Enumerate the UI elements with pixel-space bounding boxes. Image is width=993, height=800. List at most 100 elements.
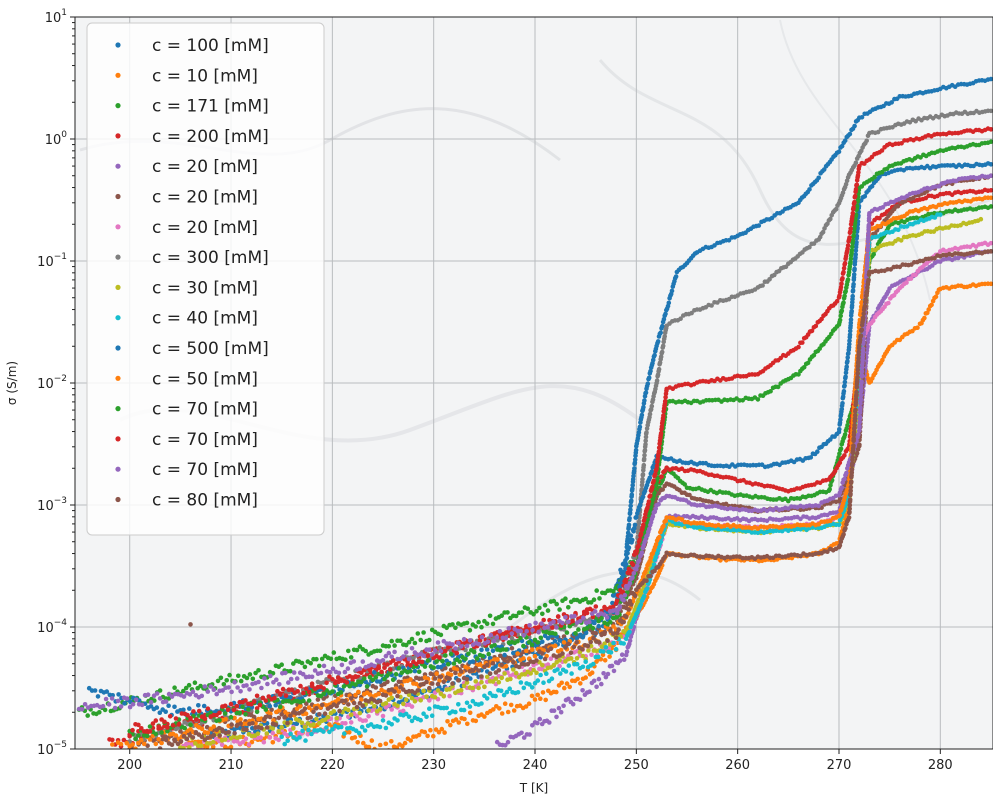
data-point: [339, 724, 344, 730]
data-point: [871, 252, 876, 257]
data-point: [486, 651, 492, 657]
data-point: [554, 714, 559, 720]
data-point: [172, 685, 177, 690]
data-point: [373, 685, 379, 690]
data-point: [406, 639, 412, 645]
data-point: [196, 703, 201, 708]
data-point: [470, 685, 476, 691]
data-point: [276, 729, 282, 734]
data-point: [380, 713, 386, 719]
data-point: [597, 596, 602, 601]
data-point: [886, 300, 891, 306]
data-point: [181, 688, 186, 694]
data-point: [314, 716, 319, 722]
data-point: [673, 274, 679, 279]
data-point: [427, 706, 432, 711]
data-point: [416, 732, 422, 738]
data-point: [425, 733, 430, 739]
data-point: [217, 718, 222, 723]
data-point: [644, 430, 649, 435]
data-point: [482, 714, 487, 719]
data-point: [652, 352, 657, 358]
data-point: [421, 688, 426, 694]
data-point: [842, 432, 848, 437]
data-point: [591, 661, 596, 667]
data-point: [246, 742, 252, 747]
data-point: [479, 624, 484, 630]
data-point: [210, 740, 216, 745]
data-point: [409, 704, 415, 709]
data-point: [330, 689, 335, 694]
data-point: [215, 678, 221, 684]
data-point: [535, 720, 540, 726]
data-point: [156, 737, 161, 742]
data-point: [525, 606, 531, 611]
data-point: [646, 375, 652, 381]
data-point: [422, 729, 428, 735]
data-point: [130, 742, 135, 747]
data-point: [842, 453, 847, 458]
data-point: [880, 357, 885, 363]
data-point: [331, 709, 337, 714]
data-point: [473, 718, 479, 724]
data-point: [464, 700, 470, 706]
data-point: [529, 647, 535, 652]
data-point: [412, 668, 418, 674]
data-point: [594, 588, 599, 593]
data-point: [192, 680, 198, 685]
data-point: [551, 598, 557, 604]
data-point: [221, 682, 227, 687]
data-point: [297, 704, 303, 709]
data-point: [630, 537, 635, 543]
data-point: [490, 648, 496, 654]
data-point: [461, 707, 467, 713]
data-point: [591, 678, 597, 684]
data-point: [538, 635, 544, 641]
data-point: [311, 722, 316, 727]
data-point: [377, 724, 383, 730]
data-point: [574, 661, 580, 667]
data-point: [632, 522, 638, 528]
data-point: [415, 631, 421, 636]
data-point: [827, 487, 832, 492]
data-point: [623, 561, 629, 567]
data-point: [254, 706, 260, 711]
data-point: [988, 204, 993, 209]
data-point: [621, 641, 626, 646]
data-point: [480, 653, 486, 659]
data-point: [484, 696, 490, 701]
data-point: [527, 732, 532, 737]
data-point: [538, 696, 543, 701]
data-point: [182, 725, 187, 731]
data-point: [505, 610, 510, 615]
data-point: [755, 397, 761, 402]
data-point: [476, 619, 481, 625]
data-point: [321, 729, 326, 734]
data-point: [250, 676, 256, 682]
data-point: [395, 718, 400, 723]
data-point: [607, 654, 612, 659]
data-point: [843, 374, 848, 380]
data-point: [611, 668, 617, 674]
data-point: [540, 611, 545, 617]
data-point: [851, 281, 856, 287]
data-point: [926, 307, 931, 312]
data-point: [299, 720, 305, 726]
data-point: [451, 661, 457, 666]
data-point: [348, 655, 354, 660]
data-point: [467, 628, 473, 633]
data-point: [645, 586, 650, 591]
data-point: [816, 175, 821, 181]
data-point: [537, 716, 543, 722]
data-point: [285, 738, 291, 743]
data-point: [666, 300, 672, 306]
data-point: [465, 721, 470, 727]
data-point: [628, 533, 634, 538]
data-point: [355, 740, 361, 745]
data-point: [526, 701, 532, 706]
data-point: [837, 427, 842, 432]
data-point: [172, 704, 177, 710]
data-point: [499, 675, 505, 681]
data-point: [610, 600, 615, 606]
data-point: [363, 648, 369, 654]
